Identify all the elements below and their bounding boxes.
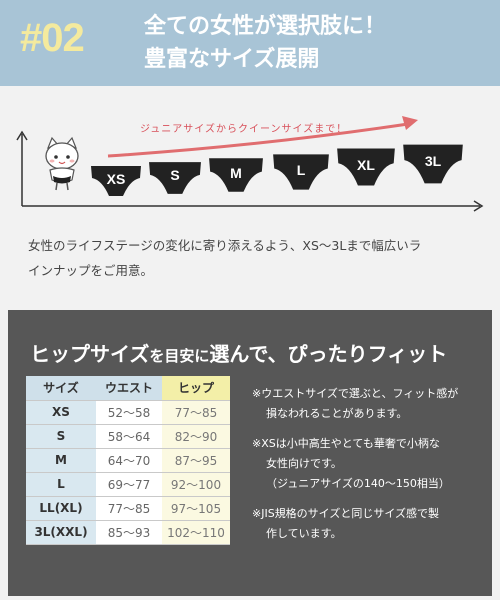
size-lineup: ジュニアサイズからクイーンサイズまで！ XS S M L XL 3L	[0, 86, 500, 226]
column-header: ウエスト	[96, 376, 162, 401]
table-row: L 69～77 92～100	[26, 472, 230, 497]
note-line: ※JIS規格のサイズと同じサイズ感で製	[252, 507, 440, 520]
size-cell: M	[26, 448, 96, 473]
table-row: 3L(XXL) 85～93 102～110	[26, 520, 230, 545]
note-line: 損なわれることがあります。	[266, 407, 408, 420]
header-title: 全ての女性が選択肢に！ 豊富なサイズ展開	[144, 10, 386, 76]
note-line: 作しています。	[266, 527, 342, 540]
waist-cell: 58～64	[96, 424, 162, 449]
panty-icon	[273, 154, 329, 190]
header-title-line1: 全ての女性が選択肢に！	[144, 14, 387, 39]
hip-cell: 77～85	[162, 400, 230, 425]
note-xs: ※XSは小中高生やとても華奢で小柄な 女性向けです。 （ジュニアサイズの140～…	[252, 434, 484, 494]
title-part3: 選んで、ぴったりフィット	[209, 342, 448, 366]
note-line: ※XSは小中高生やとても華奢で小柄な	[252, 437, 440, 450]
title-part1: ヒップサイズ	[30, 342, 150, 366]
size-label: L	[296, 162, 306, 178]
hip-cell: 87～95	[162, 448, 230, 473]
size-label: 3L	[424, 153, 442, 169]
size-label: S	[170, 167, 180, 183]
lineup-banner-text: ジュニアサイズからクイーンサイズまで！	[140, 124, 348, 135]
size-item-xs: XS	[90, 164, 142, 198]
waist-cell: 77～85	[96, 496, 162, 521]
header-title-line2: 豊富なサイズ展開	[144, 47, 320, 72]
size-guide-title: ヒップサイズを目安に選んで、ぴったりフィット	[30, 338, 447, 367]
hip-cell: 102～110	[162, 520, 230, 545]
hip-cell: 82～90	[162, 424, 230, 449]
size-label: XS	[106, 171, 126, 187]
panty-icon	[149, 162, 201, 194]
hip-cell: 92～100	[162, 472, 230, 497]
lineup-description: 女性のライフステージの変化に寄り添えるよう、XS～3Lまで幅広いラ インナップを…	[28, 233, 478, 283]
header-banner: #02 全ての女性が選択肢に！ 豊富なサイズ展開	[0, 0, 500, 86]
size-cell: L	[26, 472, 96, 497]
size-item-m: M	[208, 156, 264, 192]
size-item-3l: 3L	[402, 142, 464, 184]
panty-icon	[403, 144, 463, 184]
mascot-icon	[45, 136, 79, 191]
waist-cell: 52～58	[96, 400, 162, 425]
note-line: ※ウエストサイズで選ぶと、フィット感が	[252, 387, 459, 400]
column-header: サイズ	[26, 376, 96, 401]
table-row: LL(XL) 77～85 97～105	[26, 496, 230, 521]
table-row: M 64～70 87～95	[26, 448, 230, 473]
size-guide-panel: ヒップサイズを目安に選んで、ぴったりフィット サイズ ウエスト ヒップ XS 5…	[8, 310, 492, 596]
description-line1: 女性のライフステージの変化に寄り添えるよう、XS～3Lまで幅広いラ	[28, 238, 422, 253]
note-jis: ※JIS規格のサイズと同じサイズ感で製 作しています。	[252, 504, 484, 544]
size-cell: 3L(XXL)	[26, 520, 96, 545]
size-label: XL	[357, 157, 375, 173]
size-notes: ※ウエストサイズで選ぶと、フィット感が 損なわれることがあります。 ※XSは小中…	[252, 384, 484, 554]
section-number-badge: #02	[20, 16, 85, 60]
size-item-xl: XL	[336, 146, 396, 186]
waist-cell: 85～93	[96, 520, 162, 545]
table-row: S 58～64 82～90	[26, 424, 230, 449]
panty-icon	[337, 148, 395, 186]
size-cell: S	[26, 424, 96, 449]
note-line: 女性向けです。	[266, 457, 342, 470]
waist-cell: 69～77	[96, 472, 162, 497]
waist-cell: 64～70	[96, 448, 162, 473]
size-item-l: L	[272, 152, 330, 190]
table-row: XS 52～58 77～85	[26, 400, 230, 425]
size-label: M	[230, 165, 242, 181]
size-cell: LL(XL)	[26, 496, 96, 521]
table-header-row: サイズ ウエスト ヒップ	[26, 376, 230, 401]
column-header: ヒップ	[162, 376, 230, 401]
panty-icon	[209, 158, 263, 192]
lineup-axes	[16, 116, 484, 212]
description-line2: インナップをご用意。	[28, 263, 154, 278]
panty-icon	[91, 166, 141, 196]
size-cell: XS	[26, 400, 96, 425]
hip-cell: 97～105	[162, 496, 230, 521]
note-line: （ジュニアサイズの140～150相当）	[266, 477, 450, 490]
size-table: サイズ ウエスト ヒップ XS 52～58 77～85 S 58～64 82～9…	[26, 376, 230, 545]
note-waist: ※ウエストサイズで選ぶと、フィット感が 損なわれることがあります。	[252, 384, 484, 424]
size-item-s: S	[148, 160, 202, 194]
title-part2: を目安に	[149, 347, 210, 365]
